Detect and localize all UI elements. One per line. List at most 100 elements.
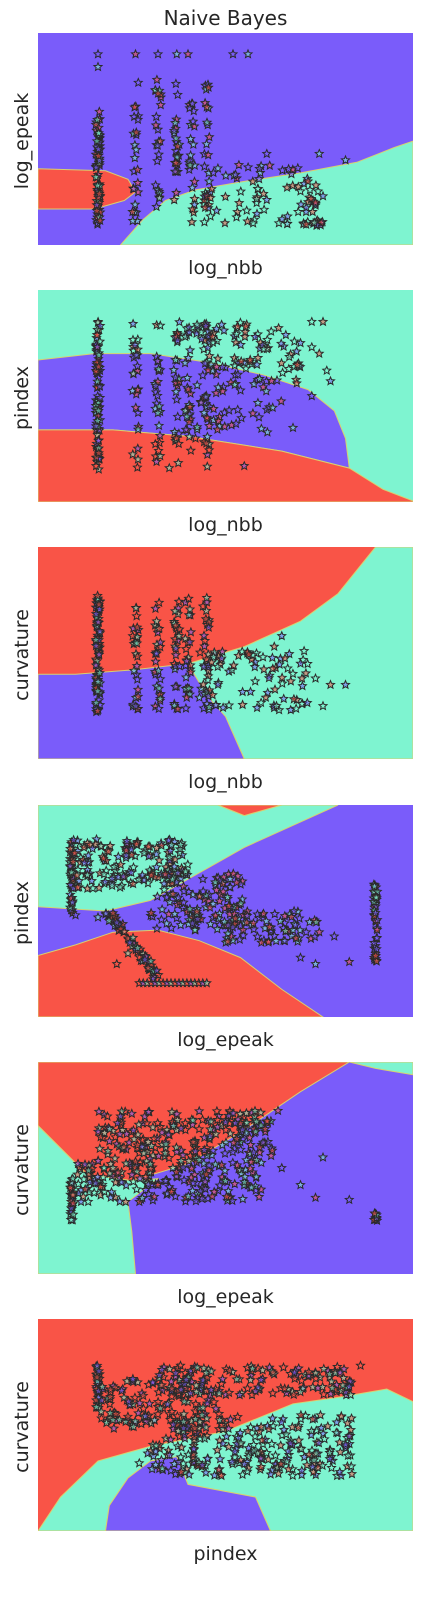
data-point <box>223 404 235 415</box>
data-point <box>204 401 215 412</box>
data-point <box>239 1458 250 1469</box>
data-point <box>206 656 217 667</box>
data-point <box>292 206 304 217</box>
data-point <box>187 182 198 193</box>
data-point <box>181 411 193 422</box>
y-axis-label: log_epeak <box>11 92 33 190</box>
data-point <box>128 1124 139 1135</box>
data-point <box>102 1148 113 1159</box>
data-point <box>190 1145 201 1156</box>
data-point <box>282 662 293 673</box>
data-point <box>295 1409 307 1420</box>
data-point <box>371 932 383 943</box>
data-point <box>151 648 162 659</box>
data-point <box>324 1447 335 1458</box>
data-point <box>122 1411 134 1422</box>
data-point <box>152 891 163 902</box>
data-point <box>214 1414 225 1425</box>
data-point <box>129 139 141 150</box>
data-point <box>93 127 104 138</box>
data-point <box>230 912 241 923</box>
data-point <box>104 1123 115 1134</box>
data-point <box>151 923 163 934</box>
data-point <box>295 185 306 196</box>
region-red <box>217 805 282 817</box>
data-point <box>153 665 164 676</box>
data-point <box>151 74 163 85</box>
data-point <box>202 149 214 160</box>
data-point <box>342 1450 354 1461</box>
data-point <box>102 1145 114 1156</box>
data-point <box>155 1402 166 1413</box>
data-point <box>280 1428 292 1439</box>
data-point <box>252 183 263 194</box>
data-point <box>232 369 244 380</box>
data-point <box>94 106 105 117</box>
data-point <box>306 316 317 327</box>
data-point <box>314 148 325 159</box>
data-point <box>153 1150 164 1161</box>
data-point <box>150 603 161 614</box>
region-teal <box>349 1062 413 1076</box>
data-point <box>205 918 216 929</box>
data-point <box>219 1165 231 1176</box>
data-point <box>130 48 141 59</box>
data-point <box>130 602 142 613</box>
data-point <box>310 197 321 208</box>
data-point <box>200 1467 212 1478</box>
data-point <box>225 1414 236 1425</box>
data-point <box>208 1186 220 1197</box>
data-point <box>138 1147 150 1158</box>
data-point <box>141 1117 153 1128</box>
data-point <box>187 1177 199 1188</box>
data-point <box>202 461 213 472</box>
data-point <box>72 882 83 892</box>
data-point <box>169 908 181 919</box>
data-point <box>213 1464 224 1475</box>
data-point <box>134 1457 145 1468</box>
data-point <box>98 853 109 864</box>
data-point <box>257 651 269 662</box>
data-point <box>181 692 192 703</box>
data-point <box>64 860 76 871</box>
data-point <box>232 206 243 217</box>
data-point <box>252 352 264 363</box>
data-point <box>155 99 166 110</box>
data-point <box>170 157 182 168</box>
data-point <box>338 1372 349 1383</box>
data-point <box>253 411 265 422</box>
data-point <box>175 1360 186 1371</box>
data-point <box>258 204 270 215</box>
data-point <box>92 376 103 387</box>
decision-plot <box>38 1319 413 1531</box>
data-point <box>92 48 104 59</box>
data-point <box>235 1437 247 1448</box>
data-point <box>79 1158 91 1169</box>
data-point <box>309 217 320 228</box>
data-point <box>301 202 312 213</box>
data-point <box>303 1449 315 1460</box>
data-point <box>93 1106 105 1117</box>
data-point <box>205 1365 217 1376</box>
data-point <box>196 1409 208 1420</box>
data-point <box>344 1194 355 1205</box>
data-point <box>251 193 262 204</box>
data-point <box>340 154 351 165</box>
data-point <box>200 1183 211 1194</box>
data-point <box>306 341 317 352</box>
data-point <box>346 1468 358 1479</box>
data-point <box>224 1365 235 1376</box>
data-point <box>212 1114 223 1125</box>
data-point <box>96 1412 107 1423</box>
data-point <box>183 416 195 427</box>
data-point <box>308 1454 320 1465</box>
data-point <box>298 645 310 656</box>
data-point <box>229 360 240 371</box>
data-point <box>160 868 171 879</box>
data-point <box>170 1190 181 1201</box>
data-point <box>78 841 90 852</box>
data-point <box>210 1403 222 1414</box>
data-point <box>343 1430 355 1441</box>
data-point <box>369 1207 380 1218</box>
data-point <box>230 1117 241 1128</box>
